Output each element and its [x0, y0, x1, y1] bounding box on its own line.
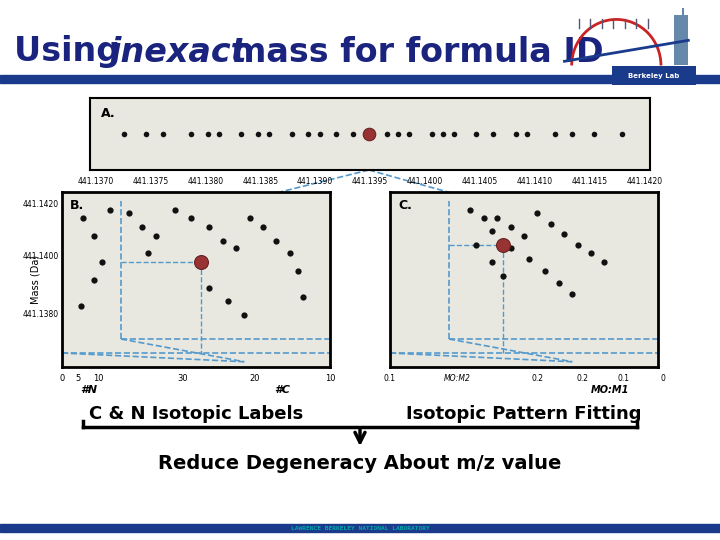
Text: 10: 10: [94, 374, 104, 383]
Text: 30: 30: [177, 374, 188, 383]
Text: MO:M2: MO:M2: [444, 374, 470, 383]
Text: 0.1: 0.1: [384, 374, 396, 383]
Bar: [0, 75, 720, 83]
Text: #C: #C: [274, 385, 289, 395]
Text: 20: 20: [250, 374, 260, 383]
Text: 441.1395: 441.1395: [352, 177, 388, 186]
Text: 441.1420: 441.1420: [23, 200, 59, 209]
Text: 441.1390: 441.1390: [297, 177, 333, 186]
Text: 0.2: 0.2: [531, 374, 544, 383]
Text: 441.1415: 441.1415: [572, 177, 608, 186]
Text: 5: 5: [76, 374, 81, 383]
Text: 441.1380: 441.1380: [23, 310, 59, 319]
Text: C.: C.: [398, 199, 412, 212]
Text: inexact: inexact: [110, 36, 248, 69]
Text: 441.1370: 441.1370: [78, 177, 114, 186]
FancyBboxPatch shape: [612, 66, 696, 85]
Text: B.: B.: [70, 199, 84, 212]
Text: LAWRENCE BERKELEY NATIONAL LABORATORY: LAWRENCE BERKELEY NATIONAL LABORATORY: [291, 526, 429, 531]
Text: Reduce Degeneracy About m/z value: Reduce Degeneracy About m/z value: [158, 454, 562, 473]
Text: 441.1405: 441.1405: [462, 177, 498, 186]
Text: 0.2: 0.2: [577, 374, 589, 383]
Text: 0.1: 0.1: [617, 374, 629, 383]
Text: Berkeley Lab: Berkeley Lab: [628, 72, 680, 78]
Text: 0: 0: [59, 374, 65, 383]
Bar: [0, 524, 720, 532]
Text: #N: #N: [81, 385, 97, 395]
Text: 441.1420: 441.1420: [626, 177, 662, 186]
Text: mass for formula ID: mass for formula ID: [220, 36, 603, 69]
Text: MO:M1: MO:M1: [590, 385, 629, 395]
Text: 441.1400: 441.1400: [407, 177, 443, 186]
Text: 441.1380: 441.1380: [187, 177, 223, 186]
Text: 441.1375: 441.1375: [132, 177, 168, 186]
Text: 441.1385: 441.1385: [242, 177, 279, 186]
Text: Isotopic Pattern Fitting: Isotopic Pattern Fitting: [406, 405, 642, 423]
Text: Mass (Da): Mass (Da): [31, 255, 41, 304]
Text: 441.1410: 441.1410: [516, 177, 553, 186]
Text: 0: 0: [661, 374, 666, 383]
Text: 441.1400: 441.1400: [23, 252, 59, 261]
Text: Using: Using: [14, 36, 132, 69]
Text: C & N Isotopic Labels: C & N Isotopic Labels: [89, 405, 303, 423]
Bar: [674, 15, 688, 65]
Text: 10: 10: [325, 374, 336, 383]
Text: A.: A.: [102, 106, 116, 120]
